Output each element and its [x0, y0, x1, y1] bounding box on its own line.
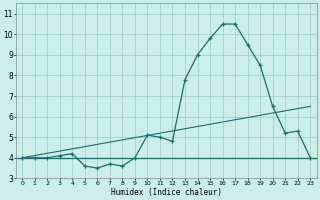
X-axis label: Humidex (Indice chaleur): Humidex (Indice chaleur) [111, 188, 222, 197]
